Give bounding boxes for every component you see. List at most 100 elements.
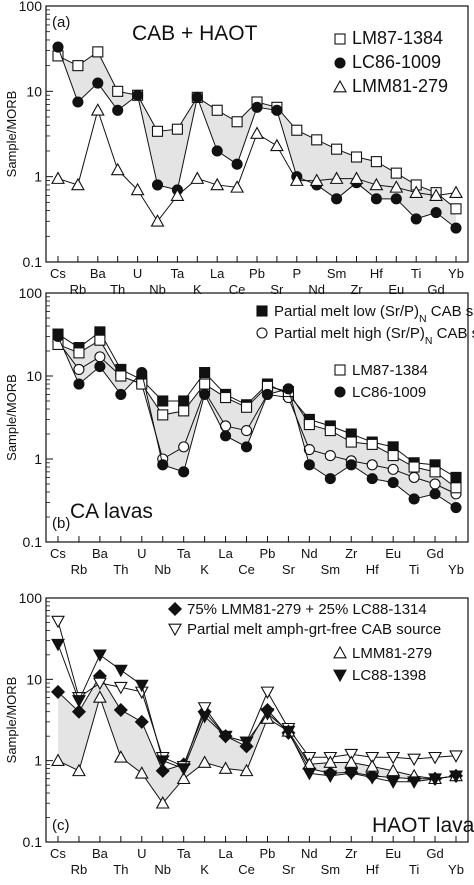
x-tick-label: Th: [113, 562, 128, 577]
legend-marker: [333, 669, 347, 683]
data-point: [366, 459, 378, 471]
data-point: [113, 702, 128, 718]
data-point: [155, 763, 170, 778]
series-3: [51, 690, 463, 809]
x-tick-label: Zr: [345, 846, 358, 861]
data-point: [365, 751, 380, 765]
data-point: [408, 461, 420, 473]
x-tick-label: U: [133, 266, 142, 281]
data-point: [365, 772, 380, 785]
data-point: [178, 466, 190, 478]
data-point: [450, 203, 462, 215]
x-tick-label: U: [137, 846, 146, 861]
x-tick-label: La: [218, 546, 233, 561]
data-point: [407, 753, 422, 767]
data-point: [51, 753, 65, 767]
x-tick-label: Th: [110, 282, 125, 297]
data-point: [134, 766, 149, 779]
x-tick-label: Zr: [350, 282, 363, 297]
x-tick-label: Yb: [448, 266, 464, 281]
legend: Partial melt low (Sr/P)N CAB sourceParti…: [256, 303, 474, 401]
x-tick-label: La: [218, 846, 233, 861]
plot-frame: [45, 292, 469, 543]
y-tick-label: 0.1: [23, 254, 43, 270]
data-point: [323, 770, 338, 784]
data-point: [73, 363, 85, 375]
data-point: [430, 206, 442, 219]
data-point: [73, 378, 85, 390]
x-tick-label: Sr: [270, 282, 284, 297]
data-point: [94, 334, 106, 346]
data-point: [72, 60, 84, 72]
data-point: [178, 441, 190, 453]
data-point: [410, 213, 422, 225]
chart-title: CAB + HAOT: [132, 22, 258, 45]
data-point: [344, 748, 359, 762]
data-point: [240, 425, 253, 437]
data-point: [110, 162, 125, 176]
data-point: [239, 763, 254, 777]
y-axis-label: Sample/MORB: [4, 91, 19, 178]
legend-label: Partial melt high (Sr/P)N CAB source: [274, 325, 474, 347]
x-tick-label: Eu: [388, 282, 404, 297]
data-point: [218, 730, 233, 744]
data-point: [115, 370, 127, 382]
data-point: [282, 383, 294, 395]
data-point: [324, 450, 336, 462]
x-tick-label: Nb: [149, 282, 166, 297]
data-point: [240, 441, 253, 453]
x-tick-label: Sm: [321, 862, 341, 877]
legend-label: LC88-1398: [352, 667, 426, 684]
legend-label: LM87-1384: [352, 362, 428, 379]
legend-marker: [168, 623, 182, 637]
x-tick-label: Ce: [238, 562, 255, 577]
data-point: [90, 103, 105, 116]
data-point: [251, 101, 263, 113]
x-tick-label: K: [200, 862, 209, 877]
data-point: [329, 171, 344, 184]
data-point: [157, 459, 169, 471]
data-point: [220, 391, 232, 404]
data-point: [171, 123, 183, 135]
x-tick-label: Pb: [260, 846, 276, 861]
y-tick-label: 10: [26, 368, 42, 384]
data-point: [303, 443, 315, 456]
data-point: [73, 347, 85, 359]
data-point: [449, 770, 463, 784]
data-point: [170, 188, 185, 201]
data-point: [155, 755, 170, 768]
series-2: [51, 615, 463, 774]
x-tick-label: Eu: [385, 546, 401, 561]
data-point: [92, 46, 104, 58]
x-tick-label: Nd: [301, 546, 318, 561]
series-3: [51, 103, 463, 227]
y-tick-label: 100: [19, 0, 43, 14]
data-point: [409, 185, 424, 198]
data-point: [289, 173, 304, 186]
data-point: [408, 471, 420, 483]
data-point: [365, 759, 380, 772]
data-point: [211, 145, 223, 157]
data-point: [197, 755, 212, 768]
x-tick-label: Gd: [426, 846, 443, 861]
data-point: [386, 751, 401, 765]
panel-label: (c): [52, 817, 70, 834]
data-point: [51, 638, 65, 652]
legend-label: Partial melt low (Sr/P)N CAB source: [274, 303, 474, 325]
plot-frame: [45, 597, 469, 843]
data-point: [407, 776, 422, 789]
legend-marker: [333, 79, 347, 93]
x-tick-label: Cs: [50, 846, 66, 861]
data-point: [176, 763, 191, 776]
x-tick-label: Ta: [177, 846, 192, 861]
data-point: [331, 143, 343, 155]
legend-marker: [334, 364, 346, 376]
data-point: [370, 193, 382, 205]
data-point: [230, 180, 245, 193]
y-tick-label: 1: [34, 451, 42, 467]
data-point: [72, 695, 86, 708]
data-point: [191, 91, 203, 103]
legend-label: 75% LMM81-279 + 25% LC88-1314: [187, 601, 427, 618]
data-point: [450, 502, 462, 514]
